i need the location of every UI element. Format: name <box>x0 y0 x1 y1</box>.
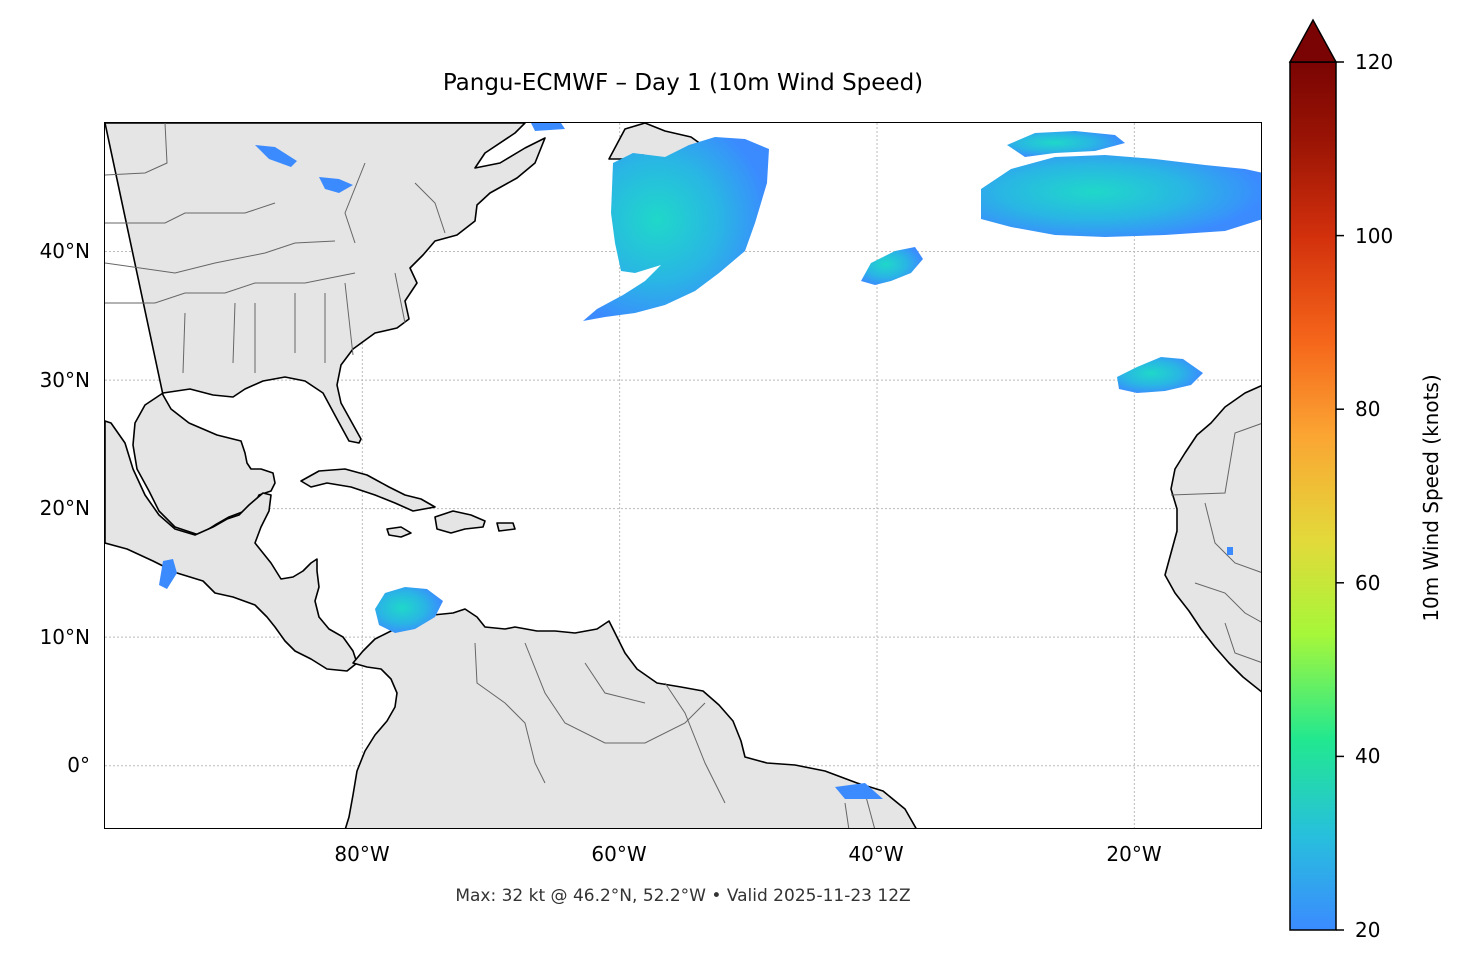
land-south-america <box>344 608 917 828</box>
land-puerto-rico <box>496 522 516 532</box>
colorbar-gradient <box>1289 61 1337 931</box>
map-title: Pangu-ECMWF – Day 1 (10m Wind Speed) <box>442 70 924 96</box>
colorbar-tick-20: 20 <box>1355 918 1381 942</box>
land-jamaica <box>386 526 412 538</box>
lon-tick-60w: 60°W <box>591 842 647 866</box>
lon-tick-40w: 40°W <box>848 842 904 866</box>
colorbar-tick-60: 60 <box>1355 570 1381 595</box>
lon-tick-20w: 20°W <box>1106 842 1162 866</box>
colorbar-tick-80: 80 <box>1355 397 1381 422</box>
colorbar <box>1288 18 1344 931</box>
lon-tick-80w: 80°W <box>334 842 390 866</box>
lat-tick-40n: 40°N <box>39 239 90 263</box>
footer-caption: Max: 32 kt @ 46.2°N, 52.2°W • Valid 2025… <box>455 886 911 906</box>
lat-tick-20n: 20°N <box>39 496 90 520</box>
land-cuba <box>300 468 436 512</box>
land-mexico <box>105 420 358 672</box>
land-hispaniola <box>434 510 486 534</box>
colorbar-tick-40: 40 <box>1355 744 1381 769</box>
map-canvas <box>105 123 1261 828</box>
colorbar-extend-arrow <box>1288 18 1338 63</box>
map-panel[interactable] <box>104 122 1262 829</box>
lat-tick-0: 0° <box>67 753 90 777</box>
colorbar-label: 10m Wind Speed (knots) <box>1419 374 1443 622</box>
colorbar-tick-120: 120 <box>1355 50 1394 74</box>
lat-tick-30n: 30°N <box>39 368 90 392</box>
wind-speed-shading <box>159 123 1261 799</box>
land-africa <box>1164 385 1261 693</box>
colorbar-tick-100: 100 <box>1355 223 1394 248</box>
lat-tick-10n: 10°N <box>39 625 90 649</box>
